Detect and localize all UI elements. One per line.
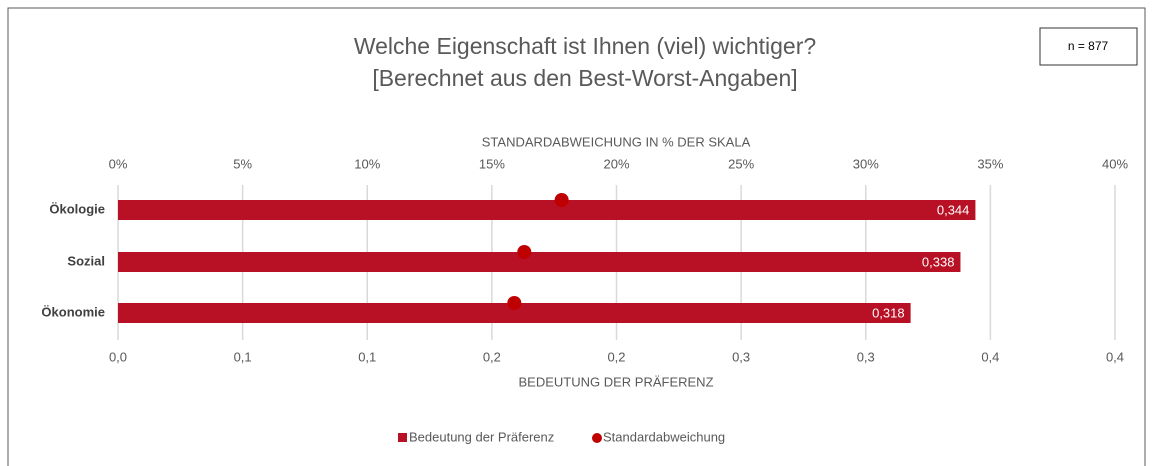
legend-label: Standardabweichung	[603, 429, 725, 444]
chart-title: Welche Eigenschaft ist Ihnen (viel) wich…	[354, 33, 816, 59]
x2-tick-label: 0%	[109, 156, 128, 171]
legend-marker	[398, 433, 407, 442]
x2-tick-label: 35%	[977, 156, 1003, 171]
x2-tick-label: 30%	[853, 156, 879, 171]
bar	[118, 252, 961, 272]
bar	[118, 200, 976, 220]
x-tick-label: 0,2	[483, 349, 501, 364]
chart-frame	[7, 7, 1146, 466]
x-tick-label: 0,4	[981, 349, 999, 364]
x-tick-label: 0,1	[234, 349, 252, 364]
dot	[554, 193, 569, 207]
dot	[507, 296, 522, 310]
bar-label: 0,338	[922, 254, 955, 269]
legend-label: Bedeutung der Präferenz	[409, 429, 554, 444]
x-tick-label: 0,4	[1106, 349, 1124, 364]
bar-label: 0,318	[872, 305, 905, 320]
y-tick-label: Ökologie	[49, 201, 105, 216]
legend-marker	[592, 433, 602, 443]
x2-axis-title: STANDARDABWEICHUNG IN % DER SKALA	[482, 134, 751, 149]
x-tick-label: 0,3	[732, 349, 750, 364]
chart-subtitle: [Berechnet aus den Best-Worst-Angaben]	[372, 65, 797, 91]
x-axis-title: BEDEUTUNG DER PRÄFERENZ	[518, 374, 713, 389]
y-tick-label: Ökonomie	[41, 304, 105, 319]
bar	[118, 303, 911, 323]
x-tick-label: 0,2	[607, 349, 625, 364]
x2-tick-label: 5%	[233, 156, 252, 171]
x2-tick-label: 15%	[479, 156, 505, 171]
x-tick-label: 0,1	[358, 349, 376, 364]
bar-label: 0,344	[937, 202, 970, 217]
x2-tick-label: 20%	[603, 156, 629, 171]
dot	[517, 245, 532, 259]
annotation: n = 877	[1068, 39, 1109, 53]
annotation-box	[1039, 27, 1138, 66]
x2-tick-label: 25%	[728, 156, 754, 171]
y-tick-label: Sozial	[67, 253, 105, 268]
x2-tick-label: 40%	[1102, 156, 1128, 171]
x-tick-label: 0,0	[109, 349, 127, 364]
x-tick-label: 0,3	[857, 349, 875, 364]
x2-tick-label: 10%	[354, 156, 380, 171]
